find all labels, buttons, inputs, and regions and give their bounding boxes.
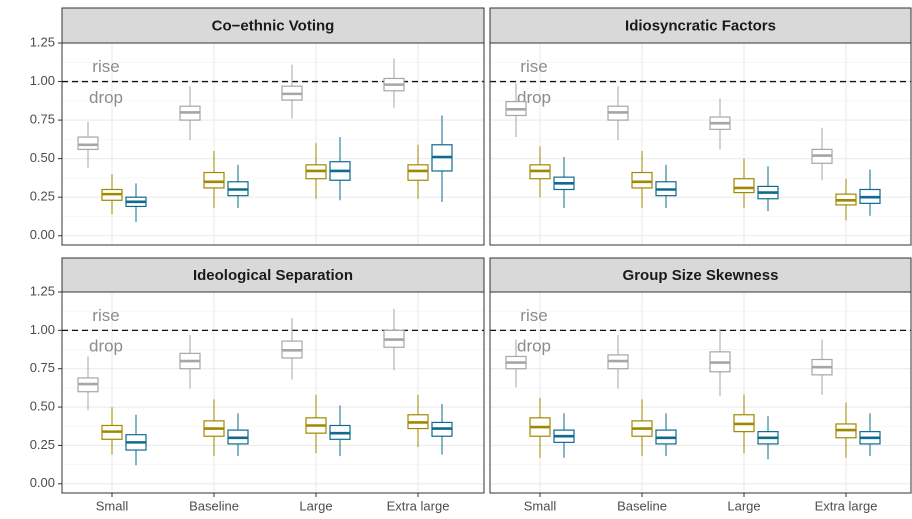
y-tick-label: 0.00 bbox=[30, 475, 55, 490]
panel-background bbox=[62, 43, 484, 245]
y-tick-label: 1.25 bbox=[30, 34, 55, 49]
strip-title: Co−ethnic Voting bbox=[212, 17, 335, 34]
annotation: drop bbox=[89, 88, 123, 107]
strip-title: Ideological Separation bbox=[193, 267, 353, 284]
box bbox=[631, 171, 653, 189]
annotation: rise bbox=[92, 306, 119, 325]
strip bbox=[489, 7, 912, 44]
x-tick-label: Large bbox=[299, 498, 332, 513]
y-tick-label: 0.00 bbox=[30, 227, 55, 242]
strip bbox=[61, 7, 485, 44]
panel-background bbox=[490, 43, 911, 245]
x-tick-label: Baseline bbox=[189, 498, 239, 513]
annotation: drop bbox=[89, 337, 123, 356]
x-tick-label: Extra large bbox=[387, 498, 450, 513]
box bbox=[203, 171, 225, 189]
strip-title: Group Size Skewness bbox=[623, 267, 779, 284]
strip-title: Idiosyncratic Factors bbox=[625, 17, 776, 34]
box bbox=[733, 178, 755, 194]
annotation: rise bbox=[92, 57, 119, 76]
x-tick-label: Large bbox=[727, 498, 760, 513]
y-tick-label: 0.25 bbox=[30, 189, 55, 204]
box bbox=[77, 136, 99, 150]
x-tick-label: Small bbox=[524, 498, 557, 513]
y-tick-label: 0.25 bbox=[30, 437, 55, 452]
y-tick-label: 1.00 bbox=[30, 322, 55, 337]
annotation: rise bbox=[520, 57, 547, 76]
y-tick-label: 0.50 bbox=[30, 399, 55, 414]
y-tick-label: 0.75 bbox=[30, 360, 55, 375]
strip bbox=[489, 257, 912, 293]
strip bbox=[61, 257, 485, 293]
x-tick-label: Extra large bbox=[815, 498, 878, 513]
y-tick-label: 0.50 bbox=[30, 150, 55, 165]
box bbox=[407, 164, 429, 181]
panel-background bbox=[62, 292, 484, 493]
annotation: drop bbox=[517, 337, 551, 356]
annotation: rise bbox=[520, 306, 547, 325]
panel-background bbox=[490, 292, 911, 493]
y-tick-label: 1.00 bbox=[30, 73, 55, 88]
x-tick-label: Small bbox=[96, 498, 129, 513]
y-tick-label: 1.25 bbox=[30, 283, 55, 298]
x-tick-label: Baseline bbox=[617, 498, 667, 513]
y-tick-label: 0.75 bbox=[30, 112, 55, 127]
